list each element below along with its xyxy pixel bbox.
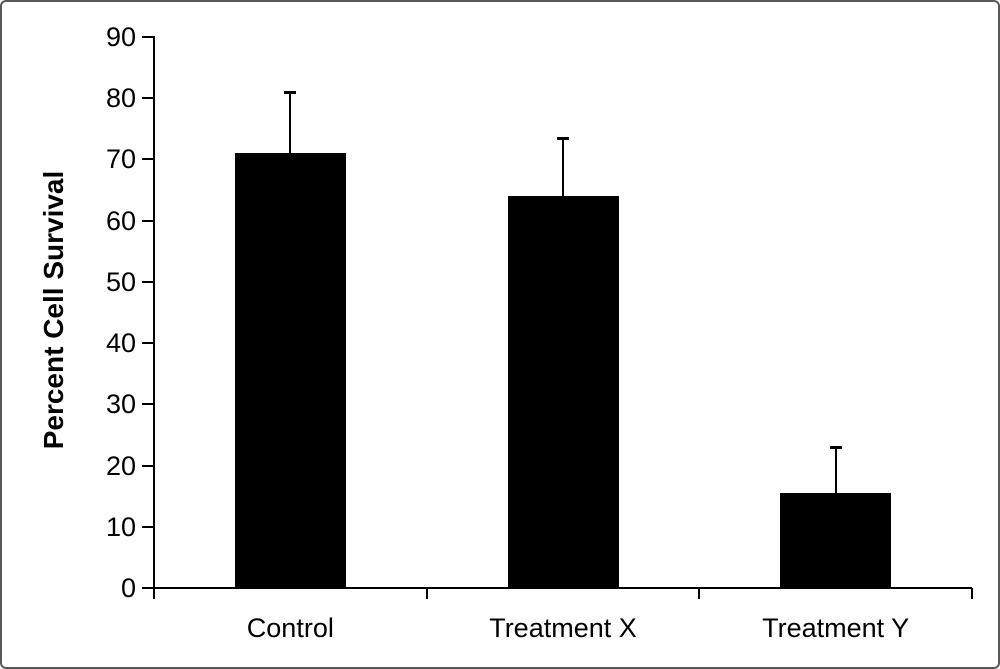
y-tick-mark [142, 280, 154, 283]
y-tick-label: 50 [105, 266, 136, 297]
x-category-label: Control [246, 613, 334, 643]
y-tick-label: 90 [105, 22, 136, 52]
y-axis-line [153, 36, 155, 589]
y-tick-label: 0 [120, 573, 136, 603]
x-category-label: Treatment Y [762, 613, 910, 643]
y-tick-label: 70 [105, 144, 136, 175]
y-tick-mark [142, 158, 154, 161]
x-axis-line [153, 587, 972, 589]
x-category-label: Treatment X [489, 613, 637, 643]
x-tick-mark [698, 588, 701, 599]
y-tick-mark [142, 525, 154, 528]
y-tick-mark [142, 342, 154, 345]
error-bar-cap [557, 137, 569, 141]
y-tick-label: 20 [105, 450, 136, 481]
y-tick-label: 80 [105, 83, 136, 114]
bar-control [234, 153, 346, 588]
x-tick-mark [425, 588, 428, 599]
bar-treatment-x [507, 196, 619, 588]
error-bar-cap [284, 91, 297, 95]
error-bar-line [289, 92, 292, 154]
y-tick-mark [142, 97, 154, 100]
bar-treatment-y [780, 493, 892, 588]
x-tick-mark [971, 588, 973, 599]
y-tick-label: 10 [105, 511, 136, 542]
y-tick-mark [142, 464, 154, 467]
error-bar-line [834, 447, 837, 494]
y-tick-label: 30 [105, 389, 136, 420]
y-tick-mark [142, 403, 154, 406]
error-bar-cap [829, 446, 842, 450]
error-bar-line [562, 138, 564, 197]
y-tick-mark [142, 36, 154, 38]
y-tick-mark [142, 219, 154, 222]
x-tick-mark [153, 588, 155, 599]
y-tick-label: 40 [105, 328, 136, 359]
y-tick-label: 60 [105, 205, 136, 236]
y-tick-mark [142, 587, 154, 589]
